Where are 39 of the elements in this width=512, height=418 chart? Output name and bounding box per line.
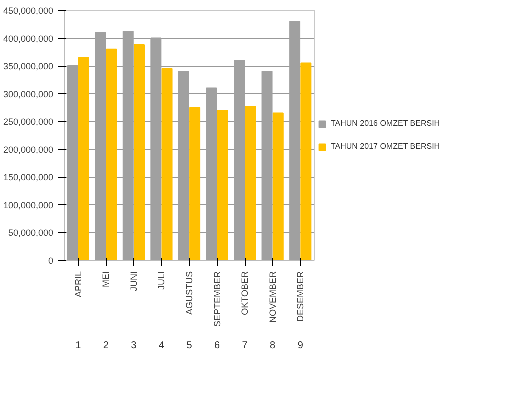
x-tick-label: AGUSTUS [184,271,194,316]
y-tick-label: 450,000,000 [3,6,54,16]
bar [78,57,90,260]
x-tick-label: DESEMBER [296,271,306,322]
text: 8 [270,340,276,352]
y-tick-label: 0 [48,256,54,266]
x-tick-label: APRIL [73,271,84,298]
x-tick-label: NOVEMBER [268,271,278,324]
y-tick-label: 150,000,000 [3,172,54,183]
bar [245,106,256,260]
text: 9 [298,340,304,352]
y-tick-label: 400,000,000 [3,34,54,44]
y-tick-label: 250,000,000 [3,117,54,128]
y-tick-label: 300,000,000 [3,89,54,100]
x-tick-label: OKTOBER [240,271,250,316]
text: 1 [76,340,82,352]
text: 4 [158,340,165,352]
text: 7 [242,340,248,352]
text: 3 [131,340,138,352]
bar [134,44,145,260]
y-tick-label: 200,000,000 [3,144,54,155]
x-tick-label: JULI [156,271,167,290]
legend-label: TAHUN 2017 OMZET BERSIH [331,142,440,151]
text: 5 [186,340,193,352]
bar [106,48,118,260]
legend-label: TAHUN 2016 OMZET BERSIH [331,119,440,128]
bar [272,112,284,260]
bar [162,68,173,260]
text: 2 [103,340,110,352]
y-tick-label: 100,000,000 [3,200,54,210]
bar [217,110,228,260]
y-tick-label: 50,000,000 [8,228,54,238]
x-tick-label: MEI [101,271,112,288]
y-tick-label: 350,000,000 [3,62,54,72]
text: 6 [214,340,220,352]
x-tick-label: SEPTEMBER [212,271,222,328]
x-tick-label: JUNI [128,272,139,292]
bar [190,107,201,260]
bar [300,62,312,260]
